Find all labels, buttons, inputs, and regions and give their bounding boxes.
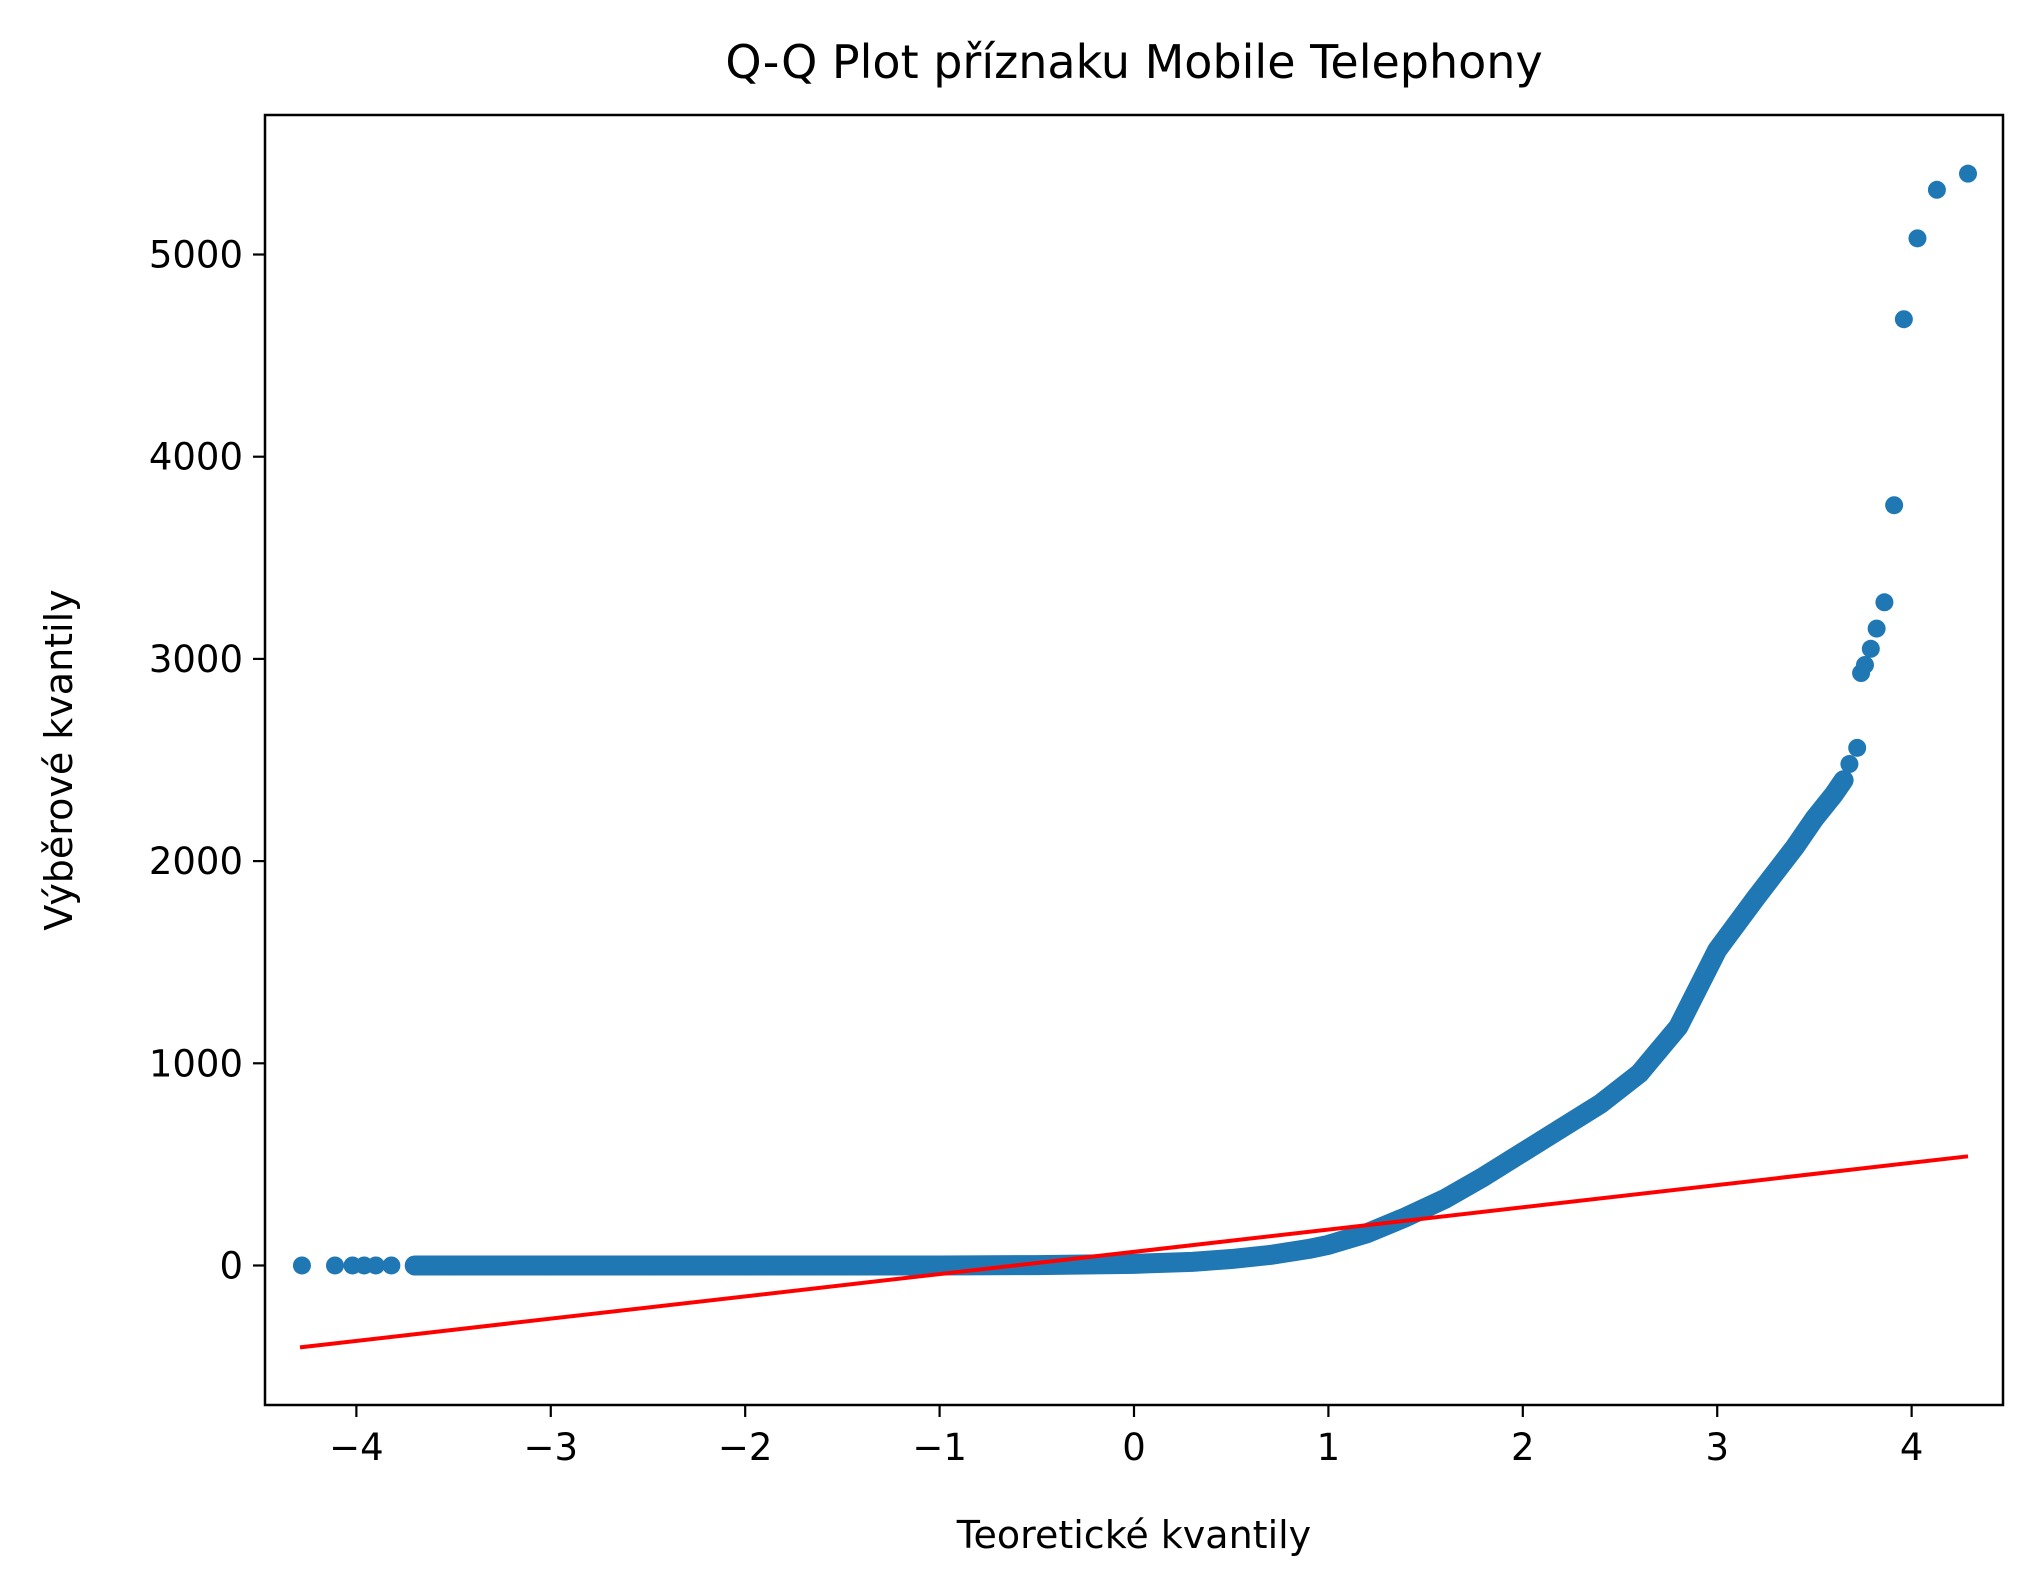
- reference-line-group: [299, 1154, 1969, 1350]
- y-tick-label: 2000: [149, 840, 243, 883]
- data-point: [1834, 771, 1853, 790]
- data-point: [1855, 655, 1874, 674]
- data-point: [1513, 1143, 1532, 1162]
- data-point: [1358, 1224, 1377, 1243]
- y-tick-label: 1000: [149, 1042, 243, 1085]
- data-point: [1630, 1064, 1649, 1083]
- data-point: [1894, 310, 1913, 329]
- data-point: [1474, 1167, 1493, 1186]
- data-point: [1848, 738, 1867, 757]
- y-axis: 0 1000 2000 3000 4000 5000: [149, 234, 265, 1287]
- data-point: [1927, 180, 1946, 199]
- data-point: [1747, 888, 1766, 907]
- y-tick-label: 5000: [149, 234, 243, 277]
- reference-line: [299, 1154, 1969, 1350]
- y-axis-label: Výběrové kvantily: [37, 589, 81, 930]
- y-tick-label: 3000: [149, 638, 243, 681]
- x-tick-label: −2: [718, 1426, 773, 1469]
- data-point: [1552, 1118, 1571, 1137]
- x-tick-label: 1: [1317, 1426, 1341, 1469]
- data-points: [292, 164, 1978, 1276]
- x-tick-label: −3: [524, 1426, 579, 1469]
- data-point: [638, 1256, 657, 1275]
- data-point: [1125, 1254, 1143, 1273]
- data-point: [1959, 164, 1978, 183]
- data-point: [444, 1256, 463, 1275]
- data-point: [1222, 1250, 1241, 1269]
- data-point: [1805, 809, 1824, 828]
- data-point: [1261, 1245, 1280, 1264]
- x-axis: −4 −3 −2 −1 0 1 2 3 4: [329, 1405, 1923, 1469]
- y-tick-label: 4000: [149, 436, 243, 479]
- data-point: [1861, 639, 1880, 658]
- data-point: [930, 1256, 949, 1275]
- data-point: [1436, 1189, 1455, 1208]
- data-point: [366, 1256, 385, 1275]
- chart-title: Q-Q Plot příznaku Mobile Telephony: [725, 35, 1542, 89]
- data-point: [1299, 1239, 1318, 1258]
- data-point: [382, 1256, 401, 1275]
- data-point: [1669, 1017, 1688, 1036]
- x-tick-label: 2: [1511, 1426, 1535, 1469]
- data-point: [1840, 755, 1859, 774]
- data-point: [736, 1256, 755, 1275]
- data-point: [1885, 496, 1904, 515]
- x-tick-label: 0: [1122, 1426, 1146, 1469]
- x-axis-label: Teoretické kvantily: [956, 1513, 1311, 1557]
- x-tick-label: 3: [1705, 1426, 1729, 1469]
- x-tick-label: −1: [912, 1426, 967, 1469]
- x-tick-label: 4: [1900, 1426, 1924, 1469]
- y-tick-label: 0: [219, 1244, 243, 1287]
- data-point: [1591, 1094, 1610, 1113]
- data-point: [1708, 941, 1727, 960]
- data-point: [1875, 593, 1894, 612]
- data-point: [325, 1256, 344, 1275]
- data-point: [833, 1256, 852, 1275]
- data-point: [1824, 785, 1843, 804]
- data-point: [1183, 1252, 1202, 1271]
- data-point: [1867, 619, 1886, 638]
- data-point: [1908, 229, 1927, 248]
- data-point: [1319, 1235, 1338, 1254]
- data-point: [541, 1256, 560, 1275]
- data-point: [1785, 837, 1804, 856]
- data-point: [405, 1256, 424, 1275]
- data-point: [292, 1256, 311, 1275]
- x-tick-label: −4: [329, 1426, 384, 1469]
